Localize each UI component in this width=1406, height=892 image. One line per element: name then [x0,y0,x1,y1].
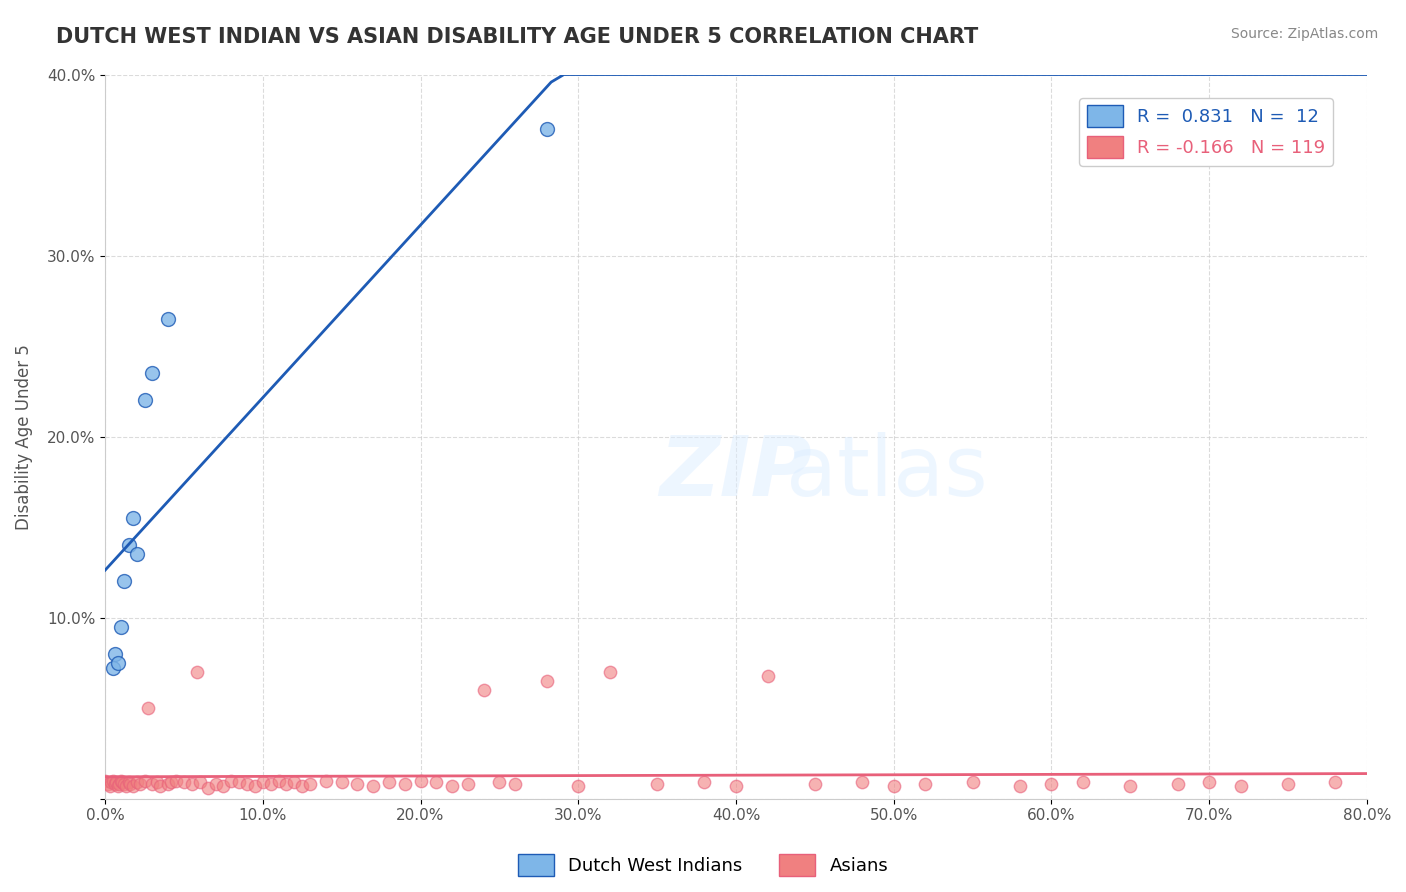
Point [212,779,235,793]
Point [724,779,747,793]
Point [111,775,134,789]
Point [1229,779,1251,793]
Point [188,775,211,789]
Point [173,775,195,789]
Point [361,779,384,793]
Point [243,779,266,793]
Point [134,393,156,408]
Point [160,775,183,789]
Point [107,656,129,670]
Point [851,775,873,789]
Point [267,773,290,788]
Point [457,777,479,791]
Point [110,773,132,788]
Text: Source: ZipAtlas.com: Source: ZipAtlas.com [1230,27,1378,41]
Point [219,773,242,788]
Point [122,779,145,793]
Text: ZIP: ZIP [659,433,813,514]
Point [394,777,416,791]
Point [101,773,124,788]
Point [1167,777,1189,791]
Point [204,777,226,791]
Point [108,777,131,791]
Point [157,312,180,326]
Point [114,779,136,793]
Point [599,665,621,679]
Point [330,775,353,789]
Point [122,511,145,525]
Point [118,538,141,552]
Point [645,777,668,791]
Point [228,775,250,789]
Legend: Dutch West Indians, Asians: Dutch West Indians, Asians [510,847,896,883]
Point [425,775,447,789]
Point [1119,779,1142,793]
Point [536,121,558,136]
Point [409,773,432,788]
Point [112,777,135,791]
Point [756,668,779,682]
Point [101,661,124,675]
Point [488,775,510,789]
Point [100,775,122,789]
Point [125,547,148,561]
Point [197,780,219,795]
Point [136,701,159,715]
Point [260,777,283,791]
Point [94,773,117,788]
Point [883,779,905,793]
Point [914,777,936,791]
Point [291,779,314,793]
Point [536,674,558,689]
Point [112,574,135,589]
Point [378,775,401,789]
Point [120,777,142,791]
Point [1198,775,1220,789]
Point [97,777,120,791]
Point [472,683,495,698]
Point [103,647,125,661]
Point [134,773,156,788]
Point [107,779,129,793]
Point [1008,779,1031,793]
Point [186,665,208,679]
Point [503,777,526,791]
Point [1040,777,1063,791]
Text: DUTCH WEST INDIAN VS ASIAN DISABILITY AGE UNDER 5 CORRELATION CHART: DUTCH WEST INDIAN VS ASIAN DISABILITY AG… [56,27,979,46]
Point [567,779,589,793]
Point [157,777,180,791]
Point [1277,777,1299,791]
Point [149,779,172,793]
Point [105,775,128,789]
Y-axis label: Disability Age Under 5: Disability Age Under 5 [15,343,32,530]
Point [180,777,202,791]
Point [146,775,169,789]
Point [110,620,132,634]
Point [141,366,163,380]
Point [252,775,274,789]
Point [346,777,368,791]
Point [165,773,187,788]
Legend: R =  0.831   N =  12, R = -0.166   N = 119: R = 0.831 N = 12, R = -0.166 N = 119 [1080,98,1333,166]
Point [118,775,141,789]
Point [103,777,125,791]
Point [1324,775,1347,789]
Text: atlas: atlas [786,433,988,514]
Point [276,777,298,791]
Point [128,777,150,791]
Point [98,779,121,793]
Point [299,777,322,791]
Point [141,777,163,791]
Point [693,775,716,789]
Point [315,773,337,788]
Point [804,777,827,791]
Point [441,779,464,793]
Point [1071,775,1094,789]
Point [962,775,984,789]
Point [283,775,305,789]
Point [236,777,259,791]
Point [125,775,148,789]
